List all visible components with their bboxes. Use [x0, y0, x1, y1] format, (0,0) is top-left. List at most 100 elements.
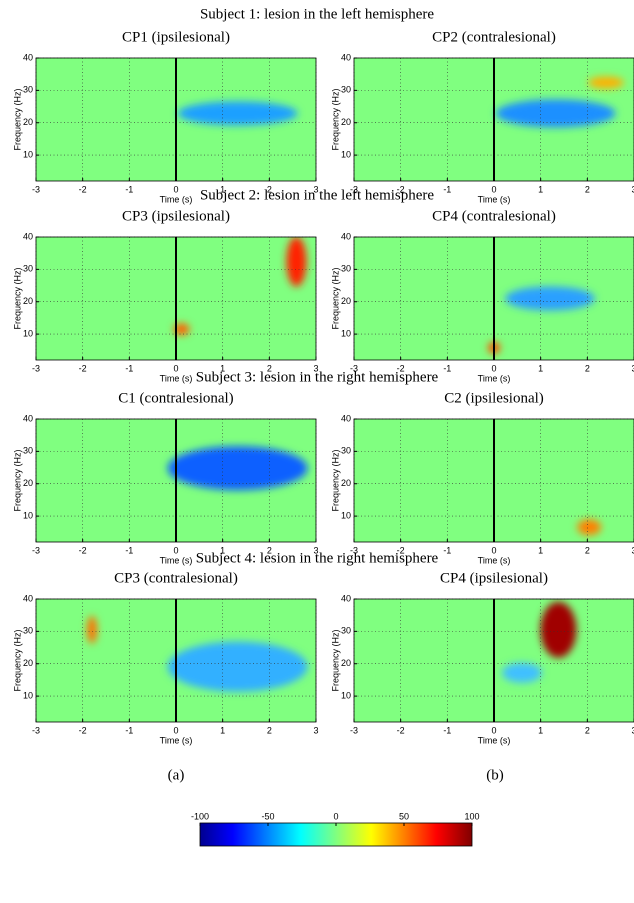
x-tick-label: 0 [173, 725, 178, 735]
y-tick-label: 20 [341, 117, 351, 127]
x-tick-label: -3 [32, 725, 40, 735]
x-tick-label: -3 [350, 545, 358, 555]
x-tick-label: 0 [491, 725, 496, 735]
x-tick-label: -2 [79, 363, 87, 373]
x-tick-label: -2 [397, 545, 405, 555]
colorbar [199, 822, 473, 847]
blob [540, 601, 577, 658]
x-axis-label: Time (s) [478, 555, 511, 565]
blob [588, 76, 624, 89]
blob [505, 286, 595, 311]
plot-frame [35, 418, 317, 543]
x-tick-label: -3 [32, 363, 40, 373]
x-tick-label: 2 [267, 545, 272, 555]
y-axis-label: Frequency (Hz) [330, 88, 340, 150]
x-tick-label: -2 [79, 725, 87, 735]
colorbar-tick-label: -50 [261, 811, 274, 821]
x-tick-label: 1 [220, 725, 225, 735]
x-tick-label: 2 [267, 725, 272, 735]
x-tick-label: 2 [267, 184, 272, 194]
panel: CP2 (contralesional) -3 -2 -1 0 1 2 3 10 20 30 40 Ti… [330, 29, 634, 204]
x-tick-label: 0 [491, 184, 496, 194]
colorbar-tick-label: 50 [399, 811, 409, 821]
y-tick-label: 20 [23, 478, 33, 488]
plot-frame [353, 598, 634, 723]
blob [173, 323, 190, 336]
blobs [577, 519, 602, 536]
x-tick-label: 1 [220, 545, 225, 555]
group-title: Subject 3: lesion in the right hemispher… [196, 369, 439, 385]
y-tick-label: 10 [23, 690, 33, 700]
panel-title: CP4 (ipsilesional) [440, 570, 548, 586]
y-tick-label: 40 [341, 593, 351, 603]
blob [502, 662, 542, 683]
x-tick-label: -2 [79, 545, 87, 555]
x-tick-label: 1 [220, 184, 225, 194]
y-axis-label: Frequency (Hz) [12, 629, 22, 691]
y-tick-label: 40 [341, 52, 351, 62]
panel-title: CP1 (ipsilesional) [122, 29, 230, 45]
plot-frame [353, 418, 634, 543]
y-tick-label: 10 [341, 510, 351, 520]
blob [87, 615, 97, 644]
x-tick-label: 3 [631, 725, 634, 735]
panel-title: CP4 (contralesional) [432, 208, 556, 224]
y-tick-label: 10 [341, 149, 351, 159]
blobs [167, 446, 308, 491]
x-tick-label: 2 [585, 545, 590, 555]
x-tick-label: -2 [79, 184, 87, 194]
y-tick-label: 10 [341, 690, 351, 700]
y-tick-label: 20 [23, 117, 33, 127]
plot-frame [35, 57, 317, 182]
x-tick-label: -3 [350, 725, 358, 735]
blobs [173, 237, 307, 336]
y-tick-label: 30 [341, 264, 351, 274]
group-title: Subject 1: lesion in the left hemisphere [200, 6, 434, 22]
y-tick-label: 40 [341, 231, 351, 241]
x-tick-label: -3 [350, 184, 358, 194]
y-tick-label: 30 [23, 626, 33, 636]
y-axis-label: Frequency (Hz) [12, 88, 22, 150]
y-tick-label: 30 [341, 626, 351, 636]
x-tick-label: 2 [585, 184, 590, 194]
colorbar-tick-label: -100 [191, 811, 209, 821]
x-tick-label: 3 [631, 363, 634, 373]
x-axis-label: Time (s) [160, 735, 193, 745]
x-tick-label: -1 [125, 725, 133, 735]
y-tick-label: 40 [23, 231, 33, 241]
x-axis-label: Time (s) [160, 194, 193, 204]
x-tick-label: -2 [397, 725, 405, 735]
panel: CP4 (contralesional) -3 -2 -1 0 1 2 3 10 20 30 40 Ti… [330, 208, 634, 383]
y-tick-label: 30 [23, 85, 33, 95]
x-tick-label: 0 [491, 363, 496, 373]
panel-title: C1 (contralesional) [118, 390, 233, 406]
blobs [495, 76, 624, 128]
panel: CP1 (ipsilesional) -3 -2 -1 0 1 2 3 10 20 30 40 Time… [12, 29, 318, 204]
x-tick-label: -1 [125, 184, 133, 194]
blob [167, 446, 308, 491]
y-axis-label: Frequency (Hz) [330, 629, 340, 691]
y-tick-label: 40 [23, 413, 33, 423]
x-tick-label: -2 [397, 184, 405, 194]
y-axis-label: Frequency (Hz) [330, 449, 340, 511]
colorbar-tick-label: 0 [333, 811, 338, 821]
x-tick-label: -3 [32, 545, 40, 555]
x-tick-label: -3 [350, 363, 358, 373]
plot-frame [353, 57, 634, 182]
x-tick-label: -1 [443, 363, 451, 373]
subfigure-label: (a) [168, 767, 185, 783]
y-axis-label: Frequency (Hz) [12, 449, 22, 511]
x-tick-label: 1 [538, 545, 543, 555]
x-axis-label: Time (s) [478, 194, 511, 204]
y-tick-label: 30 [23, 264, 33, 274]
blob [495, 99, 616, 128]
y-tick-label: 40 [23, 52, 33, 62]
panel-title: CP2 (contralesional) [432, 29, 556, 45]
y-tick-label: 10 [23, 510, 33, 520]
y-tick-label: 20 [23, 296, 33, 306]
x-tick-label: 0 [173, 184, 178, 194]
x-tick-label: 3 [313, 363, 318, 373]
x-tick-label: -1 [443, 725, 451, 735]
y-tick-label: 40 [341, 413, 351, 423]
